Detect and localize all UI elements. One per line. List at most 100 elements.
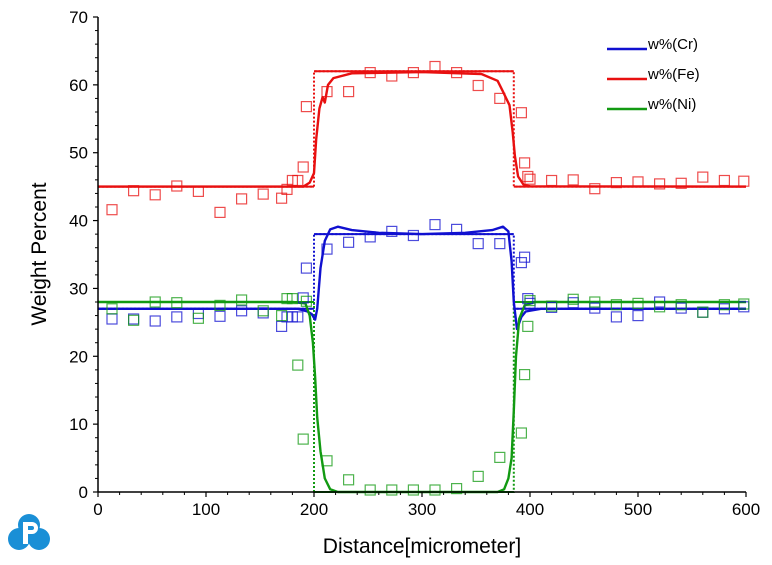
series-line-w-fe — [98, 70, 747, 188]
legend-label-w-fe: w%(Fe) — [647, 66, 700, 83]
data-point-w-ni — [171, 297, 183, 309]
axis-labels: Distance[micrometer] Weight Percent — [28, 182, 521, 558]
data-point-w-fe — [610, 177, 623, 189]
data-point-w-fe — [321, 85, 333, 98]
data-point-w-fe — [524, 173, 536, 185]
x-axis-title: Distance[micrometer] — [323, 535, 521, 558]
data-point-w-fe — [632, 176, 644, 188]
data-point-w-cr — [451, 223, 463, 235]
data-point-w-ni — [286, 293, 298, 305]
initial-profile-w-cr — [98, 233, 746, 310]
data-point-w-ni — [545, 300, 558, 312]
data-point-w-cr — [386, 225, 398, 237]
data-point-w-cr — [343, 236, 355, 248]
data-point-w-ni — [738, 298, 750, 310]
data-point-w-ni — [364, 484, 376, 496]
data-point-w-ni — [610, 299, 623, 311]
data-point-w-fe — [407, 66, 419, 79]
data-point-w-cr — [292, 311, 304, 323]
data-point-w-cr — [321, 243, 333, 255]
data-point-w-ni — [632, 297, 644, 309]
data-point-w-fe — [192, 185, 204, 197]
x-tick-label: 600 — [732, 500, 760, 519]
data-point-w-fe — [545, 174, 558, 187]
y-tick-label: 0 — [79, 483, 88, 502]
data-point-w-ni — [149, 296, 161, 308]
legend: w%(Cr) w%(Fe) w%(Ni) — [607, 36, 700, 113]
data-point-w-ni — [515, 427, 528, 439]
data-point-w-fe — [171, 180, 183, 192]
data-point-w-fe — [451, 66, 463, 79]
data-point-w-ni — [429, 484, 441, 496]
x-tick-label: 300 — [408, 500, 436, 519]
data-point-w-fe — [214, 206, 226, 218]
data-point-w-fe — [589, 183, 601, 195]
initial-profile-w-ni — [98, 301, 746, 493]
data-point-w-fe — [697, 171, 709, 183]
data-point-w-fe — [364, 66, 376, 79]
data-point-w-fe — [106, 204, 118, 216]
data-point-w-fe — [343, 85, 355, 98]
data-point-w-ni — [292, 359, 304, 371]
initial-profile-w-fe — [98, 70, 746, 188]
data-point-w-cr — [429, 219, 441, 231]
legend-label-w-ni: w%(Ni) — [647, 96, 696, 113]
data-point-w-fe — [518, 157, 531, 169]
data-point-w-ni — [697, 306, 709, 318]
data-point-w-ni — [451, 483, 463, 495]
data-point-w-fe — [297, 161, 309, 173]
data-point-w-ni — [297, 433, 309, 445]
brand-logo-icon — [8, 514, 50, 550]
y-tick-label: 20 — [69, 347, 88, 366]
data-point-w-fe — [515, 107, 528, 119]
x-tick-label: 200 — [300, 500, 328, 519]
data-point-w-ni — [128, 314, 140, 326]
data-point-w-ni — [718, 299, 731, 311]
data-point-w-cr — [149, 315, 161, 327]
data-point-w-ni — [236, 294, 248, 306]
data-point-w-cr — [300, 262, 312, 274]
x-tick-label: 0 — [93, 500, 102, 519]
x-tick-label: 100 — [192, 500, 220, 519]
data-point-w-fe — [236, 193, 248, 205]
data-point-w-ni — [257, 305, 269, 317]
data-point-w-ni — [472, 470, 484, 482]
data-point-w-fe — [292, 174, 304, 187]
data-point-w-cr — [276, 320, 288, 332]
data-point-w-ni — [494, 451, 506, 463]
data-point-w-ni — [214, 299, 226, 311]
data-point-w-cr — [518, 251, 531, 263]
data-point-w-ni — [192, 312, 204, 324]
data-point-w-ni — [567, 293, 579, 305]
data-point-w-fe — [675, 177, 687, 189]
data-point-w-cr — [297, 292, 309, 304]
data-point-w-fe — [567, 174, 579, 186]
data-point-w-cr — [494, 238, 506, 250]
data-point-w-fe — [149, 189, 161, 201]
data-point-w-cr — [407, 229, 419, 242]
data-point-w-ni — [589, 296, 601, 308]
data-point-w-fe — [718, 174, 731, 187]
data-point-w-cr — [632, 310, 644, 322]
data-point-w-ni — [300, 295, 312, 307]
data-point-w-cr — [472, 238, 484, 250]
data-point-w-cr — [589, 302, 601, 314]
data-point-w-ni — [321, 455, 333, 467]
y-axis-title: Weight Percent — [28, 182, 51, 325]
data-point-w-cr — [106, 313, 118, 325]
data-point-w-cr — [214, 310, 226, 322]
data-point-w-fe — [257, 188, 269, 200]
data-point-w-cr — [738, 301, 750, 313]
data-point-w-fe — [472, 79, 484, 92]
data-point-w-cr — [364, 231, 376, 243]
data-point-w-fe — [300, 100, 312, 113]
measured-marker-layer — [106, 60, 750, 496]
y-tick-label: 30 — [69, 279, 88, 298]
data-point-w-fe — [738, 175, 750, 187]
y-tick-label: 60 — [69, 76, 88, 95]
y-tick-label: 50 — [69, 144, 88, 163]
data-point-w-cr — [610, 311, 623, 323]
data-point-w-ni — [386, 484, 398, 496]
data-point-w-cr — [236, 305, 248, 317]
